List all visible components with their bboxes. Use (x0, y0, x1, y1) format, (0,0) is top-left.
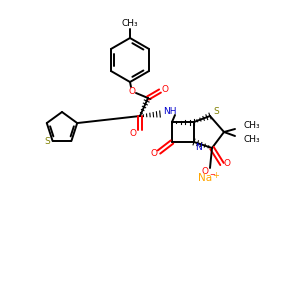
Text: O: O (151, 149, 158, 158)
Text: Na: Na (198, 173, 212, 183)
Text: NH: NH (163, 106, 177, 116)
Text: O: O (224, 160, 230, 169)
Text: O: O (161, 85, 169, 94)
Text: S: S (213, 106, 219, 116)
Text: S: S (45, 137, 50, 146)
Text: CH₃: CH₃ (244, 122, 260, 130)
Text: CH₃: CH₃ (244, 134, 260, 143)
Text: +: + (213, 172, 219, 181)
Text: O: O (130, 130, 136, 139)
Text: CH₃: CH₃ (122, 20, 138, 28)
Text: −: − (209, 172, 215, 178)
Text: N: N (196, 142, 202, 152)
Text: O: O (202, 167, 208, 176)
Text: O: O (128, 86, 136, 95)
